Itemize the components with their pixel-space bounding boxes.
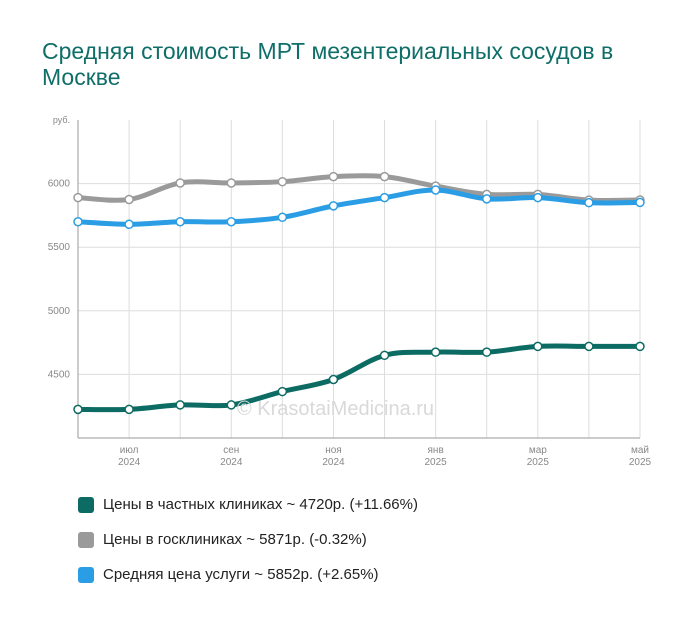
data-point-average [328,201,339,211]
watermark: © KrasotaiMedicina.ru [237,398,435,420]
data-point-average [277,212,288,223]
legend-swatch-private [78,496,94,513]
legend-label-private: Цены в частных клиниках ~ 4720р. (+11.66… [103,496,418,513]
legend-item-private[interactable]: Цены в частных клиниках ~ 4720р. (+11.66… [78,487,418,522]
data-point-average [379,192,390,203]
x-tick-label-year: 2024 [322,457,345,468]
x-tick-label-month: янв [428,445,444,456]
chart-legend: Цены в частных клиниках ~ 4720р. (+11.66… [78,487,418,592]
data-point-average [226,217,237,227]
y-tick-label: 4500 [48,369,71,380]
x-tick-label-year: 2025 [425,457,448,468]
data-point-average [584,197,594,208]
data-point-public [175,178,185,188]
data-point-public [328,171,339,182]
x-tick-label-month: май [631,445,649,456]
x-tick-label-month: мар [529,445,547,456]
legend-swatch-average [78,566,94,583]
legend-swatch-public [78,531,94,548]
data-point-private [635,341,645,352]
data-point-private [481,347,492,357]
data-point-average [533,192,543,203]
chart-plot: 4500500055006000руб.июл2024сен2024ноя202… [48,115,652,468]
legend-label-average: Средняя цена услуги ~ 5852р. (+2.65%) [103,566,379,583]
data-point-average [635,197,645,208]
data-point-public [379,171,390,182]
data-point-private [379,350,390,361]
data-point-public [124,194,134,205]
data-point-private [584,341,594,352]
data-point-public [73,192,83,203]
data-point-average [430,185,441,195]
data-point-private [226,400,237,410]
x-tick-label-month: сен [223,445,239,456]
x-tick-label-month: июл [120,445,139,456]
data-point-private [328,374,339,385]
data-point-private [124,404,134,415]
data-point-private [73,404,83,415]
data-point-average [175,217,185,227]
data-point-private [277,386,288,397]
x-tick-label-month: ноя [325,445,342,456]
x-tick-label-year: 2024 [220,457,243,468]
data-point-private [430,347,441,357]
legend-item-average[interactable]: Средняя цена услуги ~ 5852р. (+2.65%) [78,557,418,592]
y-tick-label: 5000 [48,306,71,317]
data-point-average [124,219,134,230]
chart-title: Средняя стоимость МРТ мезентериальных со… [42,38,614,90]
legend-item-public[interactable]: Цены в госклиниках ~ 5871р. (-0.32%) [78,522,418,557]
y-tick-label: 5500 [48,242,71,253]
x-tick-label-year: 2025 [527,457,550,468]
x-tick-label-year: 2025 [629,457,652,468]
data-point-average [481,194,492,204]
data-point-private [175,400,185,410]
data-point-average [73,217,83,227]
data-point-public [226,178,237,188]
data-point-public [277,176,288,187]
legend-label-public: Цены в госклиниках ~ 5871р. (-0.32%) [103,531,367,548]
x-tick-label-year: 2024 [118,457,141,468]
data-point-private [533,341,543,352]
y-unit-label: руб. [53,115,70,125]
y-tick-label: 6000 [48,179,71,190]
